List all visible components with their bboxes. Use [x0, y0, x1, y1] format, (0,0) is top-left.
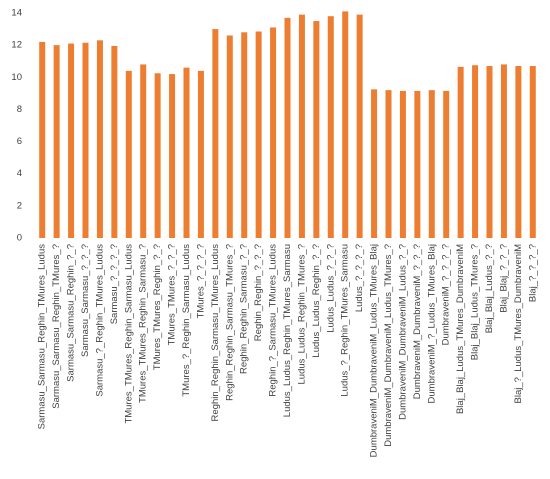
bar — [515, 66, 522, 239]
x-tick-label: Ludus_Ludus_Reghin_TMures_Sarmasu — [282, 244, 293, 417]
x-tick-label: Sarmasu_Sarmasu_Reghin_TMures_Ludus — [37, 244, 48, 430]
bar — [500, 64, 507, 238]
bar — [140, 64, 147, 238]
bar — [414, 90, 421, 238]
bar — [154, 73, 161, 239]
x-tick-label: Reghin_Reghin_Sarmasu_?_? — [239, 244, 250, 374]
x-tick-label: DumbraveniM_?_Ludus_TMures_Blaj — [426, 244, 437, 403]
x-tick-label: Reghin_Reghin_?_?_? — [253, 244, 264, 341]
y-tick-label: 0 — [17, 233, 22, 244]
y-tick-label: 10 — [11, 72, 22, 83]
x-tick-label: Ludus_?_?_?_? — [354, 244, 365, 312]
bar — [255, 31, 262, 238]
x-tick-label: Ludus_?_Reghin_TMures_Sarmasu — [340, 244, 351, 397]
bar — [284, 17, 291, 239]
bar — [457, 66, 464, 238]
x-tick-label: Blaj_?_?_?_? — [527, 244, 538, 302]
y-tick-label: 8 — [17, 104, 22, 115]
bar — [472, 65, 479, 238]
x-tick-label: Blaj_Blaj_?_?_? — [498, 244, 509, 313]
x-tick-label: DumbraveniM_DumbraveniM_Ludus_TMures_Bla… — [369, 244, 380, 457]
bar — [443, 90, 450, 238]
x-tick-label: Reghin_Reghin_Sarmasu_TMures_? — [224, 244, 235, 401]
x-tick-label: Blaj_Blaj_Ludus_TMures_? — [470, 244, 481, 360]
x-tick-label: DumbraveniM_DumbraveniM_Ludus_?_? — [397, 244, 408, 420]
bar — [68, 43, 75, 239]
y-tick-label: 6 — [17, 136, 22, 147]
bar — [241, 32, 248, 239]
x-tick-label: Sarmasu_Sarmasu_Reghin_?_? — [66, 244, 77, 382]
bar — [342, 11, 349, 239]
x-tick-label: Reghin_Reghin_Sarmasu_TMures_Ludus — [210, 244, 221, 422]
bar — [226, 35, 233, 238]
x-tick-label: DumbraveniM_DumbraveniM_?_?_? — [412, 244, 423, 399]
x-tick-label: Reghin_?_Sarmasu_TMures_Ludus — [268, 244, 279, 397]
y-tick-label: 14 — [11, 8, 22, 19]
x-tick-label: Sarmasu_Sarmasu_Reghin_TMures_? — [51, 244, 62, 409]
x-tick-label: Sarmasu_?_Reghin_TMures_Ludus — [94, 244, 105, 397]
bar — [125, 70, 132, 238]
bar — [399, 90, 406, 238]
bar — [96, 40, 103, 239]
bar — [183, 67, 190, 239]
bar — [212, 29, 219, 239]
x-tick-label: TMures_TMures_Reghin_Sarmasu_Ludus — [123, 244, 134, 424]
bar — [197, 70, 204, 238]
x-tick-label: Blaj_Blaj_Ludus_TMures_DumbraveniM — [455, 244, 466, 414]
x-tick-label: TMures_TMures_Reghin_Sarmasu_? — [138, 244, 149, 403]
bar — [356, 14, 363, 238]
bar — [371, 89, 378, 238]
x-tick-label: TMures_?_Reghin_Sarmasu_Ludus — [181, 244, 192, 397]
bar — [298, 14, 305, 238]
x-tick-label: Ludus_Ludus_?_?_? — [325, 244, 336, 333]
bar — [327, 16, 334, 239]
bar — [313, 21, 320, 238]
y-tick-label: 2 — [17, 200, 22, 211]
y-tick-label: 4 — [17, 168, 22, 179]
bar — [39, 41, 46, 238]
x-tick-label: Sarmasu_?_?_?_? — [109, 244, 120, 324]
x-tick-label: Blaj_?_Ludus_TMures_DumbraveniM — [513, 244, 524, 404]
x-tick-label: Ludus_Ludus_Reghin_?_? — [311, 244, 322, 358]
bar — [486, 66, 493, 239]
bar — [169, 74, 176, 238]
x-tick-label: TMures_TMures_?_?_? — [167, 244, 178, 345]
x-tick-label: Sarmasu_Sarmasu_?_?_? — [80, 244, 91, 357]
x-tick-label: DumbraveniM_DumbraveniM_Ludus_TMures_? — [383, 244, 394, 447]
x-tick-label: DumbraveniM_?_?_?_? — [441, 244, 452, 345]
bar — [53, 45, 60, 239]
x-tick-label: Blaj_Blaj_Ludus_?_? — [484, 244, 495, 333]
bar — [111, 45, 118, 239]
x-tick-label: TMures_?_?_?_? — [195, 244, 206, 318]
bar — [385, 90, 392, 239]
bar — [82, 42, 89, 238]
x-tick-label: Ludus_Ludus_Reghin_TMures_? — [296, 244, 307, 385]
bar — [529, 66, 536, 239]
y-tick-label: 12 — [11, 40, 22, 51]
bar — [270, 27, 277, 239]
x-tick-label: TMures_TMures_Reghin_?_? — [152, 244, 163, 370]
bar — [428, 90, 435, 239]
